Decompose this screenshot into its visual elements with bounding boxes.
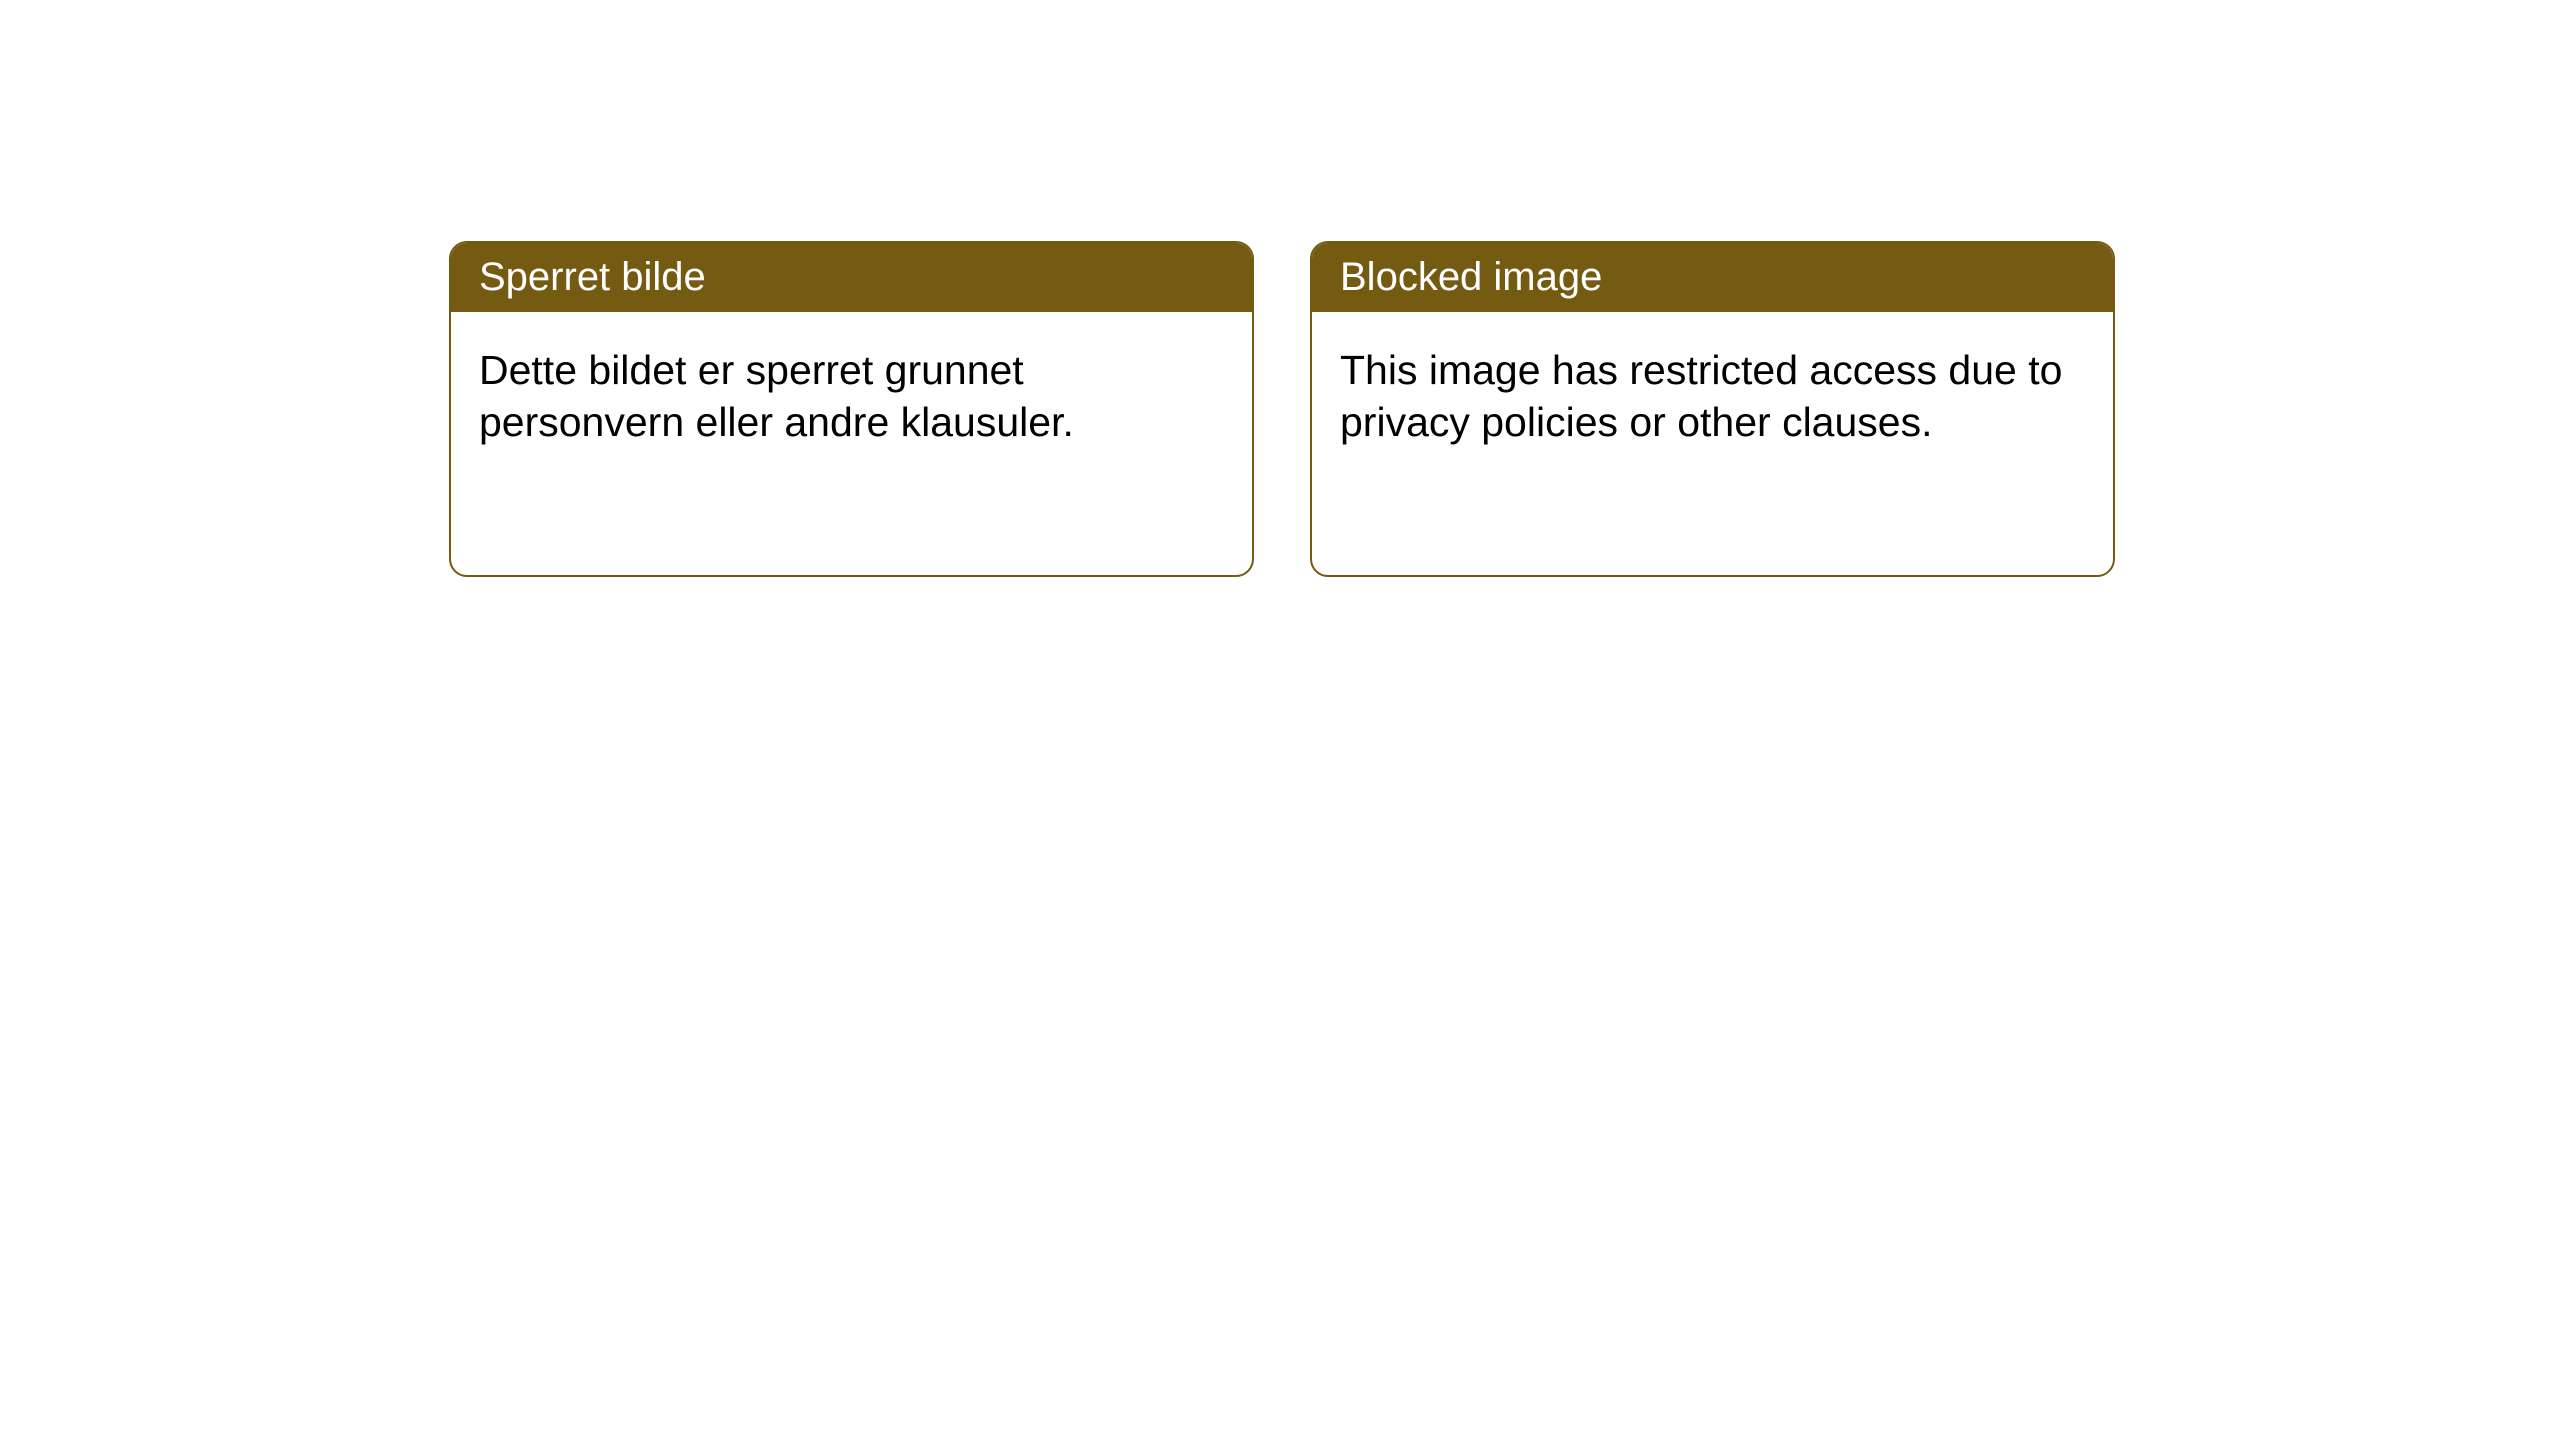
notice-container: Sperret bilde Dette bildet er sperret gr… [0,0,2560,577]
notice-title: Sperret bilde [451,243,1252,312]
notice-body: Dette bildet er sperret grunnet personve… [451,312,1252,481]
notice-card-english: Blocked image This image has restricted … [1310,241,2115,577]
notice-title: Blocked image [1312,243,2113,312]
notice-body: This image has restricted access due to … [1312,312,2113,481]
notice-card-norwegian: Sperret bilde Dette bildet er sperret gr… [449,241,1254,577]
